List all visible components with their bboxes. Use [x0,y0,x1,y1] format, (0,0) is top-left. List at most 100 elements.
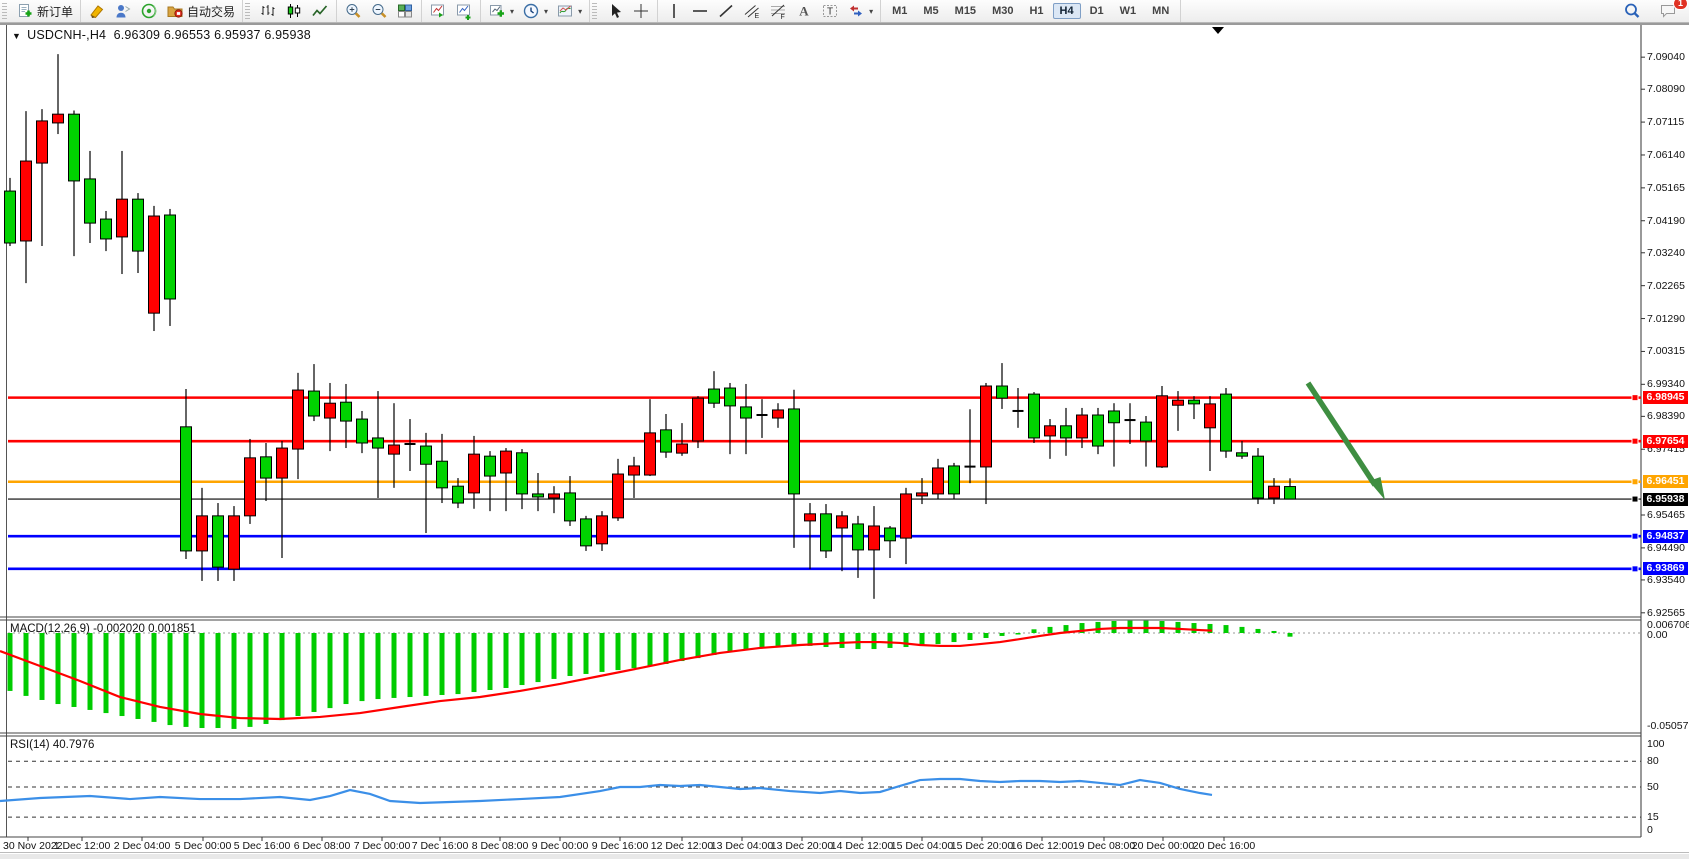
macd-axis-label: -0.050575 [1647,720,1689,733]
price-level-badge: 6.97654 [1643,434,1688,448]
svg-text:T: T [827,7,833,18]
time-axis-label: 19 Dec 08:00 [1072,840,1136,852]
collapse-triangle-icon[interactable]: ▼ [12,31,22,41]
toolbar-grip[interactable] [592,3,598,19]
price-axis-label: 6.98390 [1647,410,1685,423]
time-axis-label: 15 Dec 04:00 [890,840,954,852]
zoom-out-icon [370,2,388,20]
auto-scroll-button[interactable] [425,0,451,22]
rsi-axis-label: 15 [1647,811,1659,824]
rsi-axis-label: 0 [1647,824,1653,836]
rsi-axis-label: 100 [1647,738,1665,750]
search-button[interactable] [1619,0,1645,22]
chevron-down-icon: ▾ [510,6,515,16]
timeframe-button-w1[interactable]: W1 [1119,5,1137,17]
svg-text:E: E [755,13,760,20]
fibonacci-tool-button[interactable]: F [765,0,791,22]
toolbar-grip[interactable] [2,3,7,19]
macd-panel [0,620,1641,729]
periods-button[interactable]: ▾ [518,0,552,22]
timeframe-button-m15[interactable]: M15 [954,5,977,17]
zoom-in-icon [344,2,362,20]
chevron-down-icon: ▾ [544,6,549,16]
macd-axis-label: 0.00 [1647,629,1668,641]
community-button[interactable] [110,0,136,22]
horizontal-price-lines[interactable] [8,394,1641,573]
price-axis-label: 6.99340 [1647,378,1685,391]
signals-button[interactable] [136,0,162,22]
profile-icon [114,2,132,20]
new-order-button[interactable]: 新订单 [12,0,77,22]
price-axis-label: 7.06140 [1647,148,1685,161]
trendline-tool-button[interactable] [713,0,739,22]
timeframe-button-mn[interactable]: MN [1152,5,1170,17]
notifications-button[interactable]: 1 [1655,0,1688,22]
price-axis-label: 7.00315 [1647,345,1685,358]
time-axis-label: 2 Dec 04:00 [113,840,171,852]
candlesticks [4,54,1296,599]
timeframe-button-m5[interactable]: M5 [923,5,939,17]
line-chart-mode-button[interactable] [307,0,333,22]
time-axis-label: 9 Dec 16:00 [591,840,649,852]
cursor-icon [606,2,624,20]
timeframe-button-d1[interactable]: D1 [1089,5,1104,17]
rsi-panel [0,760,1641,818]
price-axis-label: 7.05165 [1647,181,1685,194]
time-axis-label: 13 Dec 04:00 [710,840,774,852]
search-icon [1623,2,1641,20]
timeframe-button-m30[interactable]: M30 [992,5,1014,17]
time-axis-label: 7 Dec 16:00 [411,840,469,852]
price-level-badge: 6.95938 [1643,492,1688,506]
arrows-icon [847,2,865,20]
price-axis-label: 7.09040 [1647,51,1685,64]
zoom-out-button[interactable] [366,0,392,22]
cursor-tool-button[interactable] [602,0,628,22]
add-indicator-icon [488,2,506,20]
clock-icon [522,2,540,20]
timeframe-button-m1[interactable]: M1 [892,5,908,17]
toolbar-grip[interactable] [245,3,251,19]
price-axis-label: 7.03240 [1647,246,1685,259]
text-label-tool-button[interactable]: T [817,0,843,22]
timeframe-button-h1[interactable]: H1 [1029,5,1044,17]
time-axis-label: 6 Dec 08:00 [293,840,351,852]
text-tool-button[interactable]: A [791,0,817,22]
templates-button[interactable]: ▾ [552,0,586,22]
bar-chart-mode-button[interactable] [255,0,281,22]
add-indicator-button[interactable]: ▾ [484,0,518,22]
crosshair-tool-button[interactable] [628,0,654,22]
trend-arrow-annotation[interactable] [1305,381,1385,500]
symbol-label: USDCNH-,H4 [27,28,107,42]
fibonacci-icon: F [769,2,787,20]
price-axis-label: 7.07115 [1647,116,1685,129]
channel-icon: E [743,2,761,20]
tile-windows-button[interactable] [392,0,418,22]
price-chart[interactable] [0,24,1689,854]
zoom-in-button[interactable] [340,0,366,22]
price-axis-label: 6.95465 [1647,509,1685,521]
timeframe-button-h4[interactable]: H4 [1052,3,1081,19]
channel-tool-button[interactable]: E [739,0,765,22]
time-axis-label: 1 Dec 12:00 [53,840,111,852]
chart-shift-button[interactable] [451,0,477,22]
time-axis-label: 5 Dec 00:00 [174,840,232,852]
price-axis-label: 7.02265 [1647,279,1685,292]
time-axis-label: 8 Dec 08:00 [471,840,529,852]
price-level-badge: 6.94837 [1643,529,1688,543]
crosshair-icon [632,2,650,20]
price-axis-label: 7.04190 [1647,214,1685,227]
candle-chart-mode-button[interactable] [281,0,307,22]
vertical-line-tool-button[interactable] [661,0,687,22]
auto-trading-button[interactable]: 自动交易 [162,0,239,22]
signal-icon [140,2,158,20]
timeframe-toolbar: M1 M5 M15 M30 H1 H4 D1 W1 MN [881,0,1182,22]
rsi-indicator-label: RSI(14) 40.7976 [10,739,95,751]
ohlc-readout: 6.96309 6.96553 6.95937 6.95938 [113,28,311,42]
arrows-tool-button[interactable]: ▾ [843,0,877,22]
new-order-icon [16,2,34,20]
marker-tool-button[interactable] [84,0,110,22]
candlestick-chart-icon [285,2,303,20]
horizontal-line-tool-button[interactable] [687,0,713,22]
rsi-axis-label: 50 [1647,781,1659,793]
macd-indicator-label: MACD(12,26,9) -0.002020 0.001851 [10,623,197,635]
